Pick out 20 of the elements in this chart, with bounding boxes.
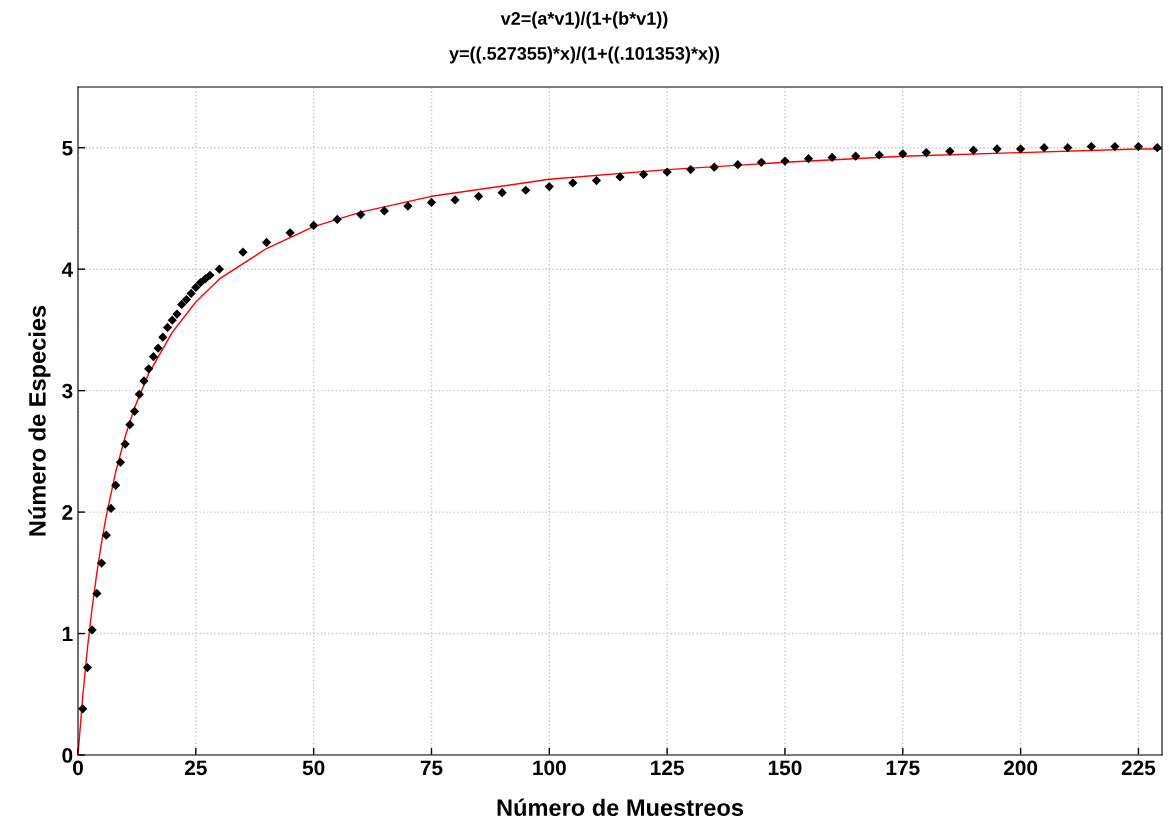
y-tick-label: 5 — [62, 140, 73, 156]
y-tick-label: 4 — [61, 262, 74, 277]
x-axis-title: Número de Muestreos — [497, 798, 744, 817]
x-tick-label: 50 — [302, 760, 325, 776]
x-tick-label: 25 — [184, 760, 207, 776]
x-tick-label: 100 — [533, 760, 566, 776]
y-tick-label: 0 — [62, 748, 73, 763]
y-tick-label: 3 — [62, 383, 73, 399]
x-tick-label: 150 — [768, 760, 802, 776]
chart-subtitle: y=((.527355)*x)/(1+((.101353)*x)) — [449, 46, 720, 64]
y-tick-label: 1 — [62, 626, 73, 642]
x-tick-label: 75 — [420, 760, 443, 776]
x-tick-label: 0 — [73, 760, 83, 776]
chart-title: v2=(a*v1)/(1+(b*v1)) — [500, 11, 668, 29]
x-tick-label: 225 — [1121, 760, 1156, 776]
y-tick-label: 2 — [62, 505, 73, 520]
x-tick-label: 200 — [1003, 760, 1038, 776]
x-tick-label: 175 — [886, 760, 920, 776]
x-tick-label: 125 — [651, 760, 684, 776]
y-axis-title: Número de Especies — [28, 305, 51, 536]
